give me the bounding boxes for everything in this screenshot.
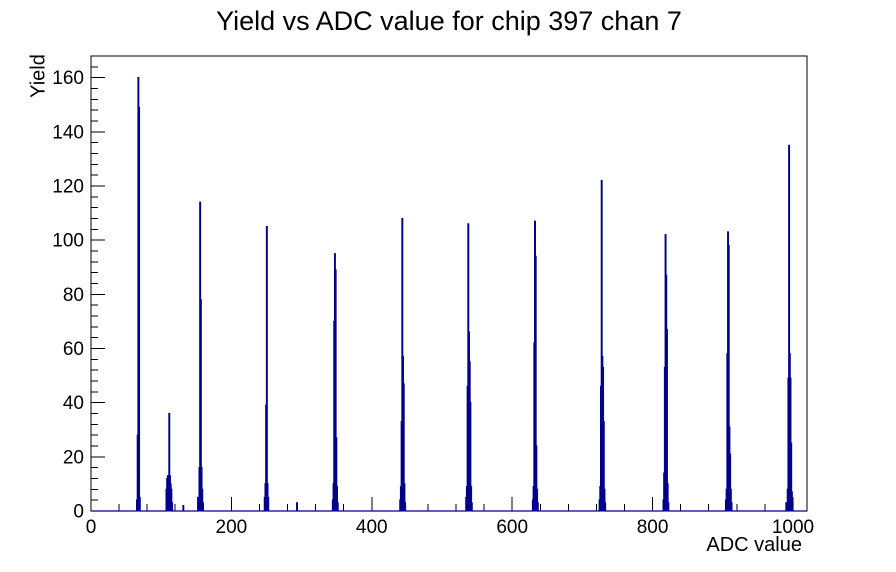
y-axis-tick-label: 20	[63, 447, 84, 468]
x-axis-tick-label: 200	[216, 517, 248, 538]
chart-title: Yield vs ADC value for chip 397 chan 7	[216, 6, 682, 36]
x-axis-tick-label: 800	[637, 517, 669, 538]
x-axis-tick-label: 0	[86, 517, 97, 538]
x-axis-title: ADC value	[706, 534, 802, 556]
y-axis-tick-label: 160	[52, 68, 84, 89]
y-axis-tick-label: 40	[63, 393, 84, 414]
plot-frame	[90, 55, 808, 512]
x-axis-tick-label: 400	[356, 517, 388, 538]
y-axis-tick-label: 80	[63, 285, 84, 306]
x-axis-tick-label: 1000	[772, 517, 814, 538]
y-axis-tick-label: 60	[63, 339, 84, 360]
y-axis-tick-label: 140	[52, 122, 84, 143]
x-axis-tick-label: 600	[496, 517, 528, 538]
y-axis-tick-label: 0	[73, 502, 84, 523]
y-axis-tick-label: 120	[52, 177, 84, 198]
histogram-line	[91, 77, 807, 512]
y-axis-title: Yield	[27, 54, 50, 98]
y-axis-tick-label: 100	[52, 231, 84, 252]
